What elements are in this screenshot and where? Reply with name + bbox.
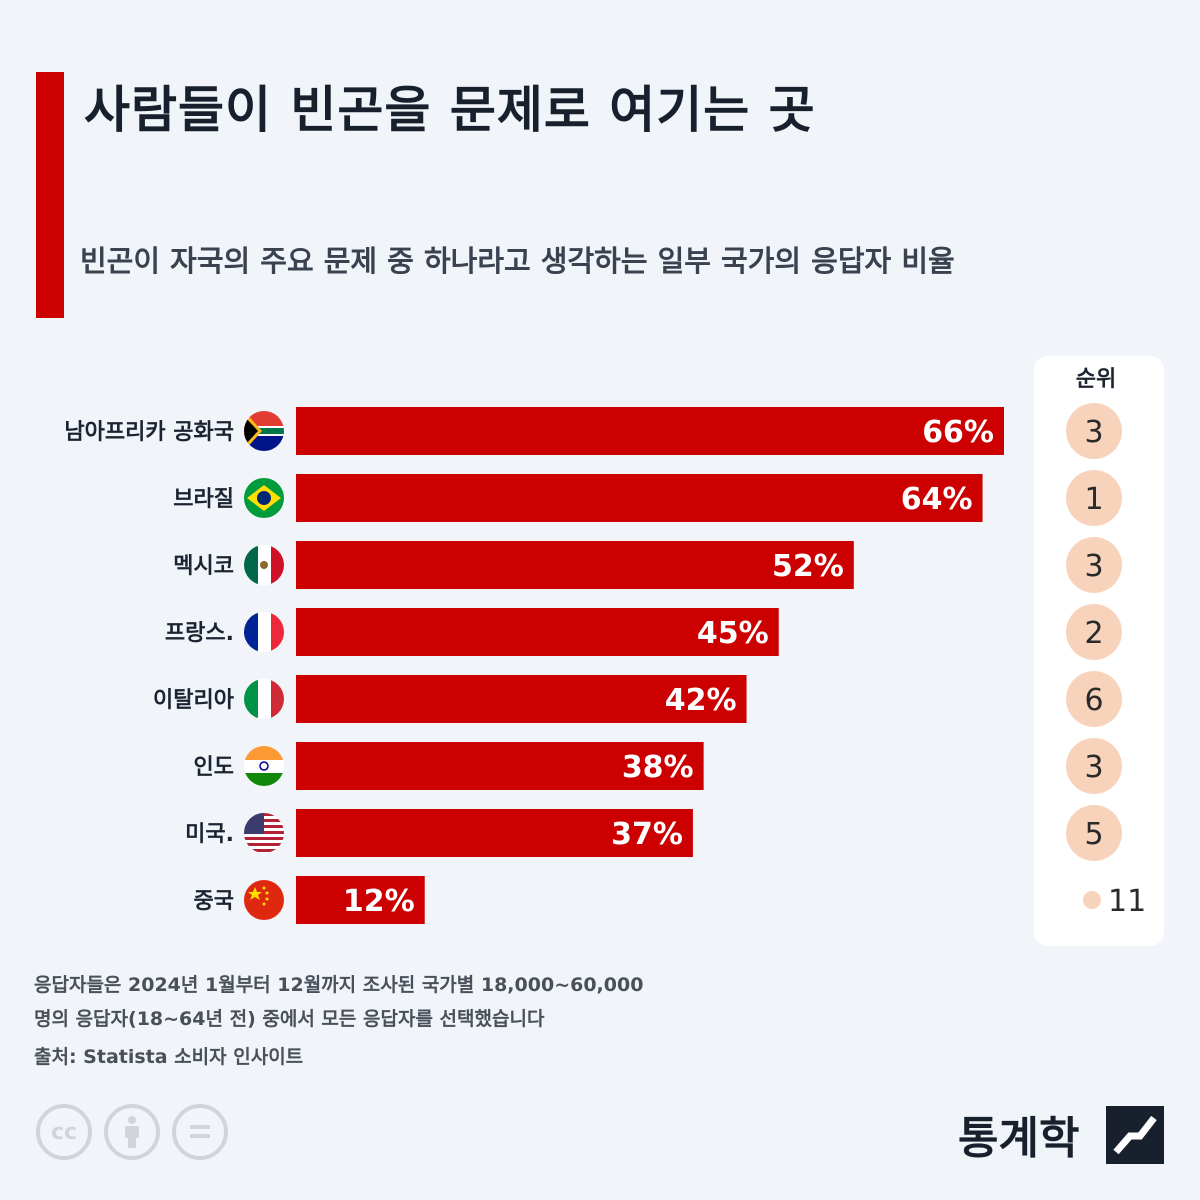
rank-circle [1066, 805, 1122, 861]
note-line-1: 응답자들은 2024년 1월부터 12월까지 조사된 국가별 18,000~60… [34, 974, 644, 996]
value-label: 38% [622, 750, 694, 785]
footnotes: 응답자들은 2024년 1월부터 12월까지 조사된 국가별 18,000~60… [34, 968, 643, 1074]
country-label: 브라질 [173, 487, 234, 512]
india-flag-icon [244, 746, 284, 786]
brand-name: 통계학 [958, 1113, 1080, 1164]
value-label: 66% [922, 415, 994, 450]
mexico-flag-icon [244, 545, 284, 585]
rank-value: 3 [1084, 549, 1103, 584]
value-label: 52% [772, 549, 844, 584]
value-label: 45% [697, 616, 769, 651]
rank-value: 2 [1084, 616, 1103, 651]
source-line: 출처: Statista 소비자 인사이트 [34, 1046, 304, 1068]
rank-circle [1066, 604, 1122, 660]
page-subtitle: 빈곤이 자국의 주요 문제 중 하나라고 생각하는 일부 국가의 응답자 비율 [80, 244, 955, 278]
cc-icon: cc [36, 1104, 92, 1160]
note-line-2: 명의 응답자(18~64년 전) 중에서 모든 응답자를 선택했습니다 [34, 1008, 545, 1030]
china-flag-icon [244, 880, 284, 920]
rank-circle [1066, 470, 1122, 526]
country-label: 이탈리아 [153, 688, 235, 713]
rank-value: 5 [1084, 817, 1103, 852]
country-label: 남아프리카 공화국 [64, 420, 234, 445]
italy-flag-icon [244, 679, 284, 719]
rank-value: 3 [1084, 415, 1103, 450]
country-label: 인도 [194, 755, 234, 780]
attribution-icon [104, 1104, 160, 1160]
bar [296, 809, 693, 857]
value-label: 12% [343, 884, 415, 919]
bar [296, 541, 854, 589]
brazil-flag-icon [244, 478, 284, 518]
bar [296, 876, 425, 924]
rank-dot [1083, 891, 1101, 909]
title-accent-bar [36, 72, 64, 318]
rank-value: 6 [1084, 683, 1103, 718]
rank-value: 11 [1108, 884, 1146, 919]
license-icons: cc [36, 1104, 228, 1160]
south-africa-flag-icon [244, 411, 284, 451]
country-label: 미국. [185, 822, 234, 847]
brand-logo-icon [1106, 1106, 1164, 1164]
rank-circle [1066, 738, 1122, 794]
rank-circle [1066, 671, 1122, 727]
value-label: 37% [611, 817, 683, 852]
rank-circle [1066, 537, 1122, 593]
bar [296, 742, 704, 790]
rank-circle [1066, 403, 1122, 459]
bar [296, 608, 779, 656]
rank-value: 1 [1084, 482, 1103, 517]
bar [296, 474, 983, 522]
country-label: 멕시코 [173, 554, 234, 579]
value-label: 42% [665, 683, 737, 718]
france-flag-icon [244, 612, 284, 652]
page-title: 사람들이 빈곤을 문제로 여기는 곳 [84, 81, 816, 139]
rank-header: 순위 [1076, 367, 1116, 392]
value-label: 64% [901, 482, 973, 517]
country-label: 중국 [194, 889, 234, 914]
usa-flag-icon [244, 813, 284, 853]
bar [296, 675, 747, 723]
country-label: 프랑스. [165, 621, 234, 646]
no-derivatives-icon [172, 1104, 228, 1160]
rank-value: 3 [1084, 750, 1103, 785]
bar [296, 407, 1004, 455]
